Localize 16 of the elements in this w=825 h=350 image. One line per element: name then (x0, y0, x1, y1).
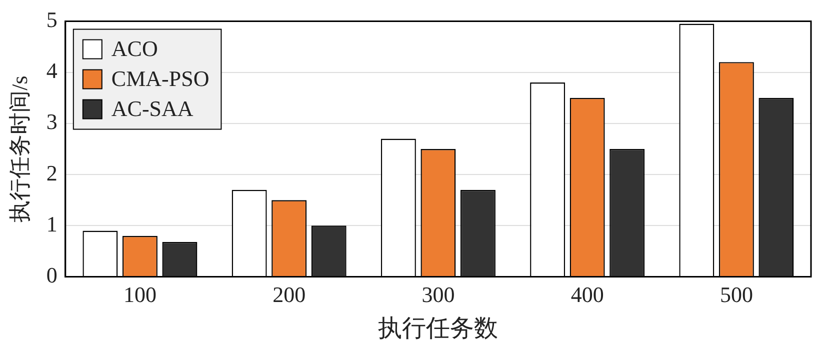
y-tick-label: 4 (46, 58, 58, 84)
x-tick-label: 500 (720, 282, 753, 307)
x-tick-label: 400 (570, 282, 604, 307)
legend-label: ACO (111, 36, 158, 61)
legend-label: AC-SAA (111, 96, 194, 121)
x-tick-label: 300 (422, 282, 455, 307)
y-tick-label: 0 (46, 262, 58, 288)
legend-label: CMA-PSO (111, 66, 210, 91)
x-tick-label: 200 (272, 282, 306, 307)
y-tick-label: 2 (46, 160, 58, 186)
y-tick-label: 1 (46, 211, 58, 236)
y-tick-label: 5 (46, 6, 58, 32)
y-tick-label: 3 (46, 109, 58, 134)
x-axis-title: 执行任务数 (378, 316, 498, 342)
y-axis-title: 执行任务时间/s (6, 76, 32, 222)
x-tick-label: 100 (123, 282, 156, 307)
